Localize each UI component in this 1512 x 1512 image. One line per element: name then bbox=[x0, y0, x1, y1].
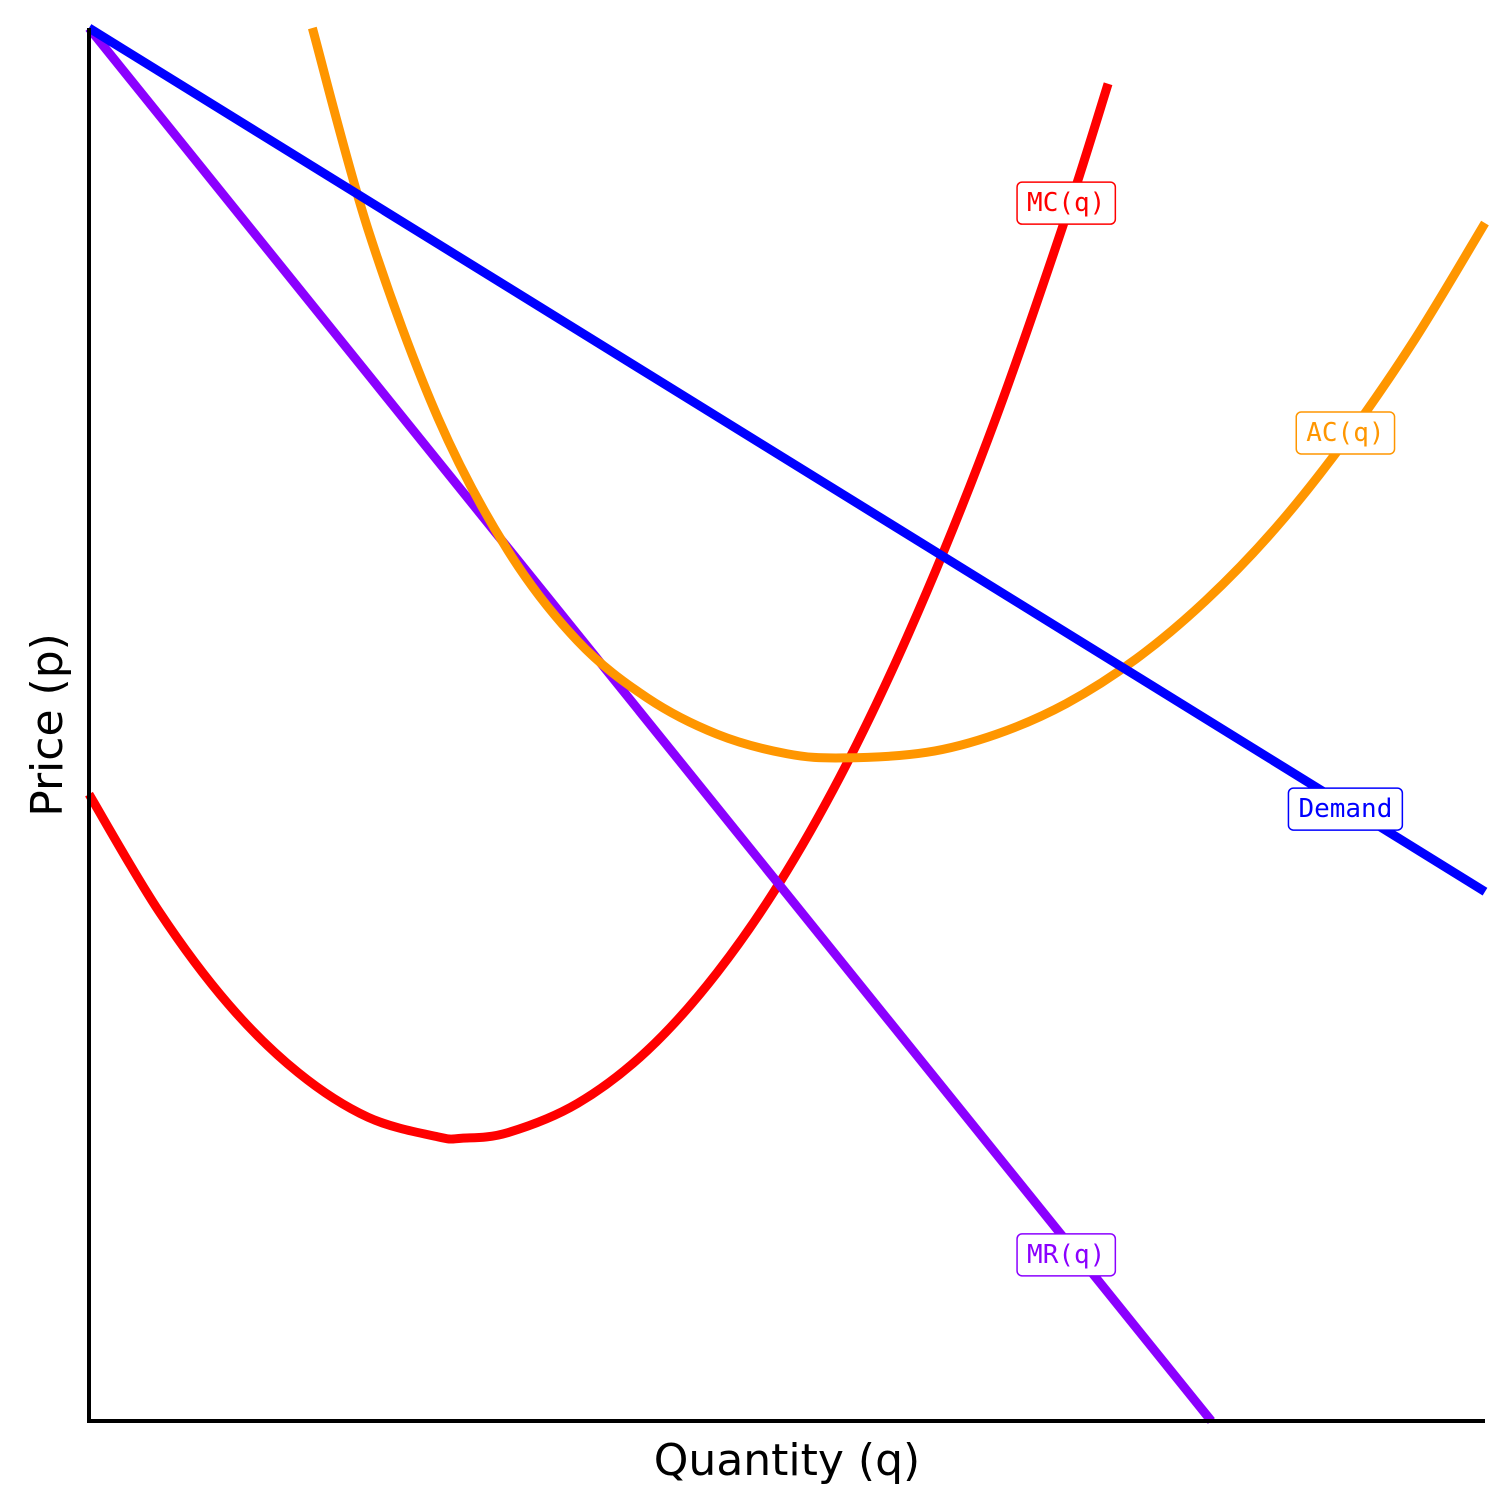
curve-ac-q bbox=[308, 26, 1489, 763]
label-ac-q: AC(q) bbox=[1295, 411, 1396, 455]
curve-mc-q bbox=[85, 82, 1113, 1144]
x-axis-title: Quantity (q) bbox=[654, 1435, 920, 1486]
label-text-demand: Demand bbox=[1298, 794, 1392, 824]
label-box-demand bbox=[1287, 787, 1404, 831]
curves-layer bbox=[85, 24, 1489, 1424]
label-mr-q: MR(q) bbox=[1016, 1233, 1117, 1277]
curve-mr-q bbox=[85, 25, 1215, 1424]
y-axis-title: Price (p) bbox=[22, 633, 73, 817]
label-box-ac-q bbox=[1295, 411, 1396, 455]
label-box-mc-q bbox=[1016, 181, 1117, 225]
label-mc-q: MC(q) bbox=[1016, 181, 1117, 225]
label-text-ac-q: AC(q) bbox=[1306, 418, 1384, 448]
label-box-mr-q bbox=[1016, 1233, 1117, 1277]
curve-labels-layer: MC(q) AC(q) Demand MR(q) bbox=[1016, 181, 1404, 1277]
label-demand: Demand bbox=[1287, 787, 1404, 831]
curve-demand bbox=[86, 24, 1488, 896]
label-text-mr-q: MR(q) bbox=[1027, 1240, 1105, 1270]
label-text-mc-q: MC(q) bbox=[1027, 188, 1105, 218]
